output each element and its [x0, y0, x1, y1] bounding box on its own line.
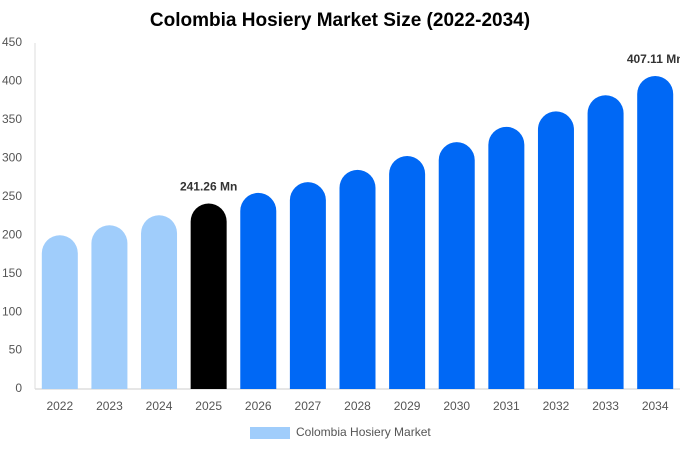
y-tick-label: 200 [2, 227, 22, 241]
bar [41, 235, 78, 389]
bar [438, 142, 475, 389]
y-tick-label: 250 [2, 189, 22, 203]
chart-title: Colombia Hosiery Market Size (2022-2034) [150, 10, 530, 31]
y-tick-label: 50 [9, 343, 23, 357]
x-tick-label: 2026 [245, 399, 272, 413]
bar [289, 182, 326, 389]
bar [587, 95, 624, 389]
legend-swatch [250, 427, 290, 439]
x-tick-label: 2030 [443, 399, 470, 413]
y-tick-label: 400 [2, 74, 22, 88]
bar [141, 215, 178, 389]
x-tick-label: 2034 [642, 399, 669, 413]
data-label: 241.26 Mn [180, 180, 237, 194]
x-tick-label: 2033 [592, 399, 619, 413]
bar [190, 203, 227, 389]
legend-label: Colombia Hosiery Market [296, 425, 431, 439]
x-tick-label: 2032 [543, 399, 570, 413]
x-tick-label: 2025 [195, 399, 222, 413]
bar [537, 111, 574, 390]
bar [637, 75, 674, 389]
y-tick-label: 300 [2, 151, 22, 165]
x-tick-label: 2024 [146, 399, 173, 413]
x-tick-label: 2027 [295, 399, 322, 413]
y-tick-label: 100 [2, 304, 22, 318]
bar [91, 225, 128, 389]
x-tick-label: 2028 [344, 399, 371, 413]
x-tick-label: 2029 [394, 399, 421, 413]
y-tick-label: 0 [15, 381, 22, 395]
y-tick-label: 450 [2, 35, 22, 49]
bar [339, 169, 376, 389]
bar [488, 126, 525, 389]
bar [240, 192, 277, 389]
x-tick-label: 2023 [96, 399, 123, 413]
bar [389, 156, 426, 389]
y-tick-label: 350 [2, 112, 22, 126]
y-tick-label: 150 [2, 266, 22, 280]
data-label: 407.11 Mn [627, 52, 680, 66]
x-tick-label: 2031 [493, 399, 520, 413]
x-tick-label: 2022 [46, 399, 73, 413]
